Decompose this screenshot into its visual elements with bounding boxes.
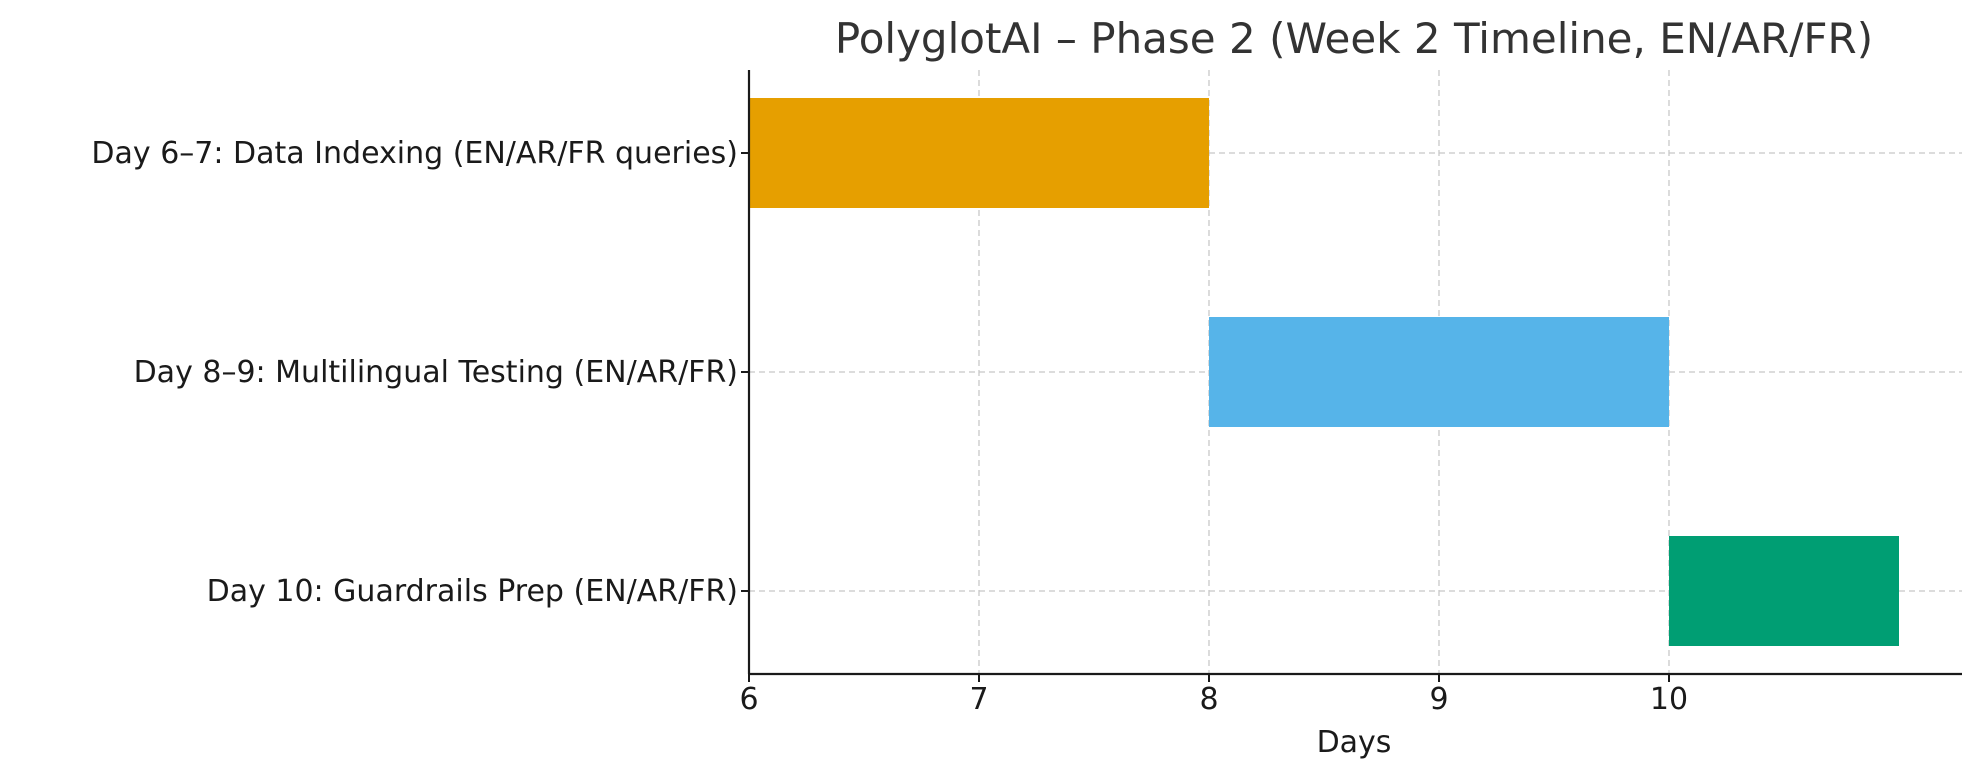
y-tick-label: Day 6–7: Data Indexing (EN/AR/FR queries… bbox=[91, 136, 738, 171]
x-axis-label: Days bbox=[1317, 725, 1392, 760]
gantt-bar bbox=[749, 98, 1209, 208]
chart-title: PolyglotAI – Phase 2 (Week 2 Timeline, E… bbox=[835, 14, 1873, 63]
y-tick-label: Day 10: Guardrails Prep (EN/AR/FR) bbox=[207, 574, 738, 609]
gantt-bar bbox=[1669, 536, 1899, 646]
x-tick-label: 6 bbox=[739, 682, 758, 717]
y-tick-label: Day 8–9: Multilingual Testing (EN/AR/FR) bbox=[134, 355, 738, 390]
gantt-bar bbox=[1209, 317, 1669, 427]
y-ticks: Day 6–7: Data Indexing (EN/AR/FR queries… bbox=[91, 136, 749, 609]
x-tick-label: 10 bbox=[1650, 682, 1688, 717]
x-tick-label: 8 bbox=[1199, 682, 1218, 717]
x-tick-label: 9 bbox=[1429, 682, 1448, 717]
x-ticks: 6 7 8 9 10 bbox=[739, 674, 1688, 717]
gantt-bars bbox=[749, 98, 1899, 646]
x-tick-label: 7 bbox=[969, 682, 988, 717]
